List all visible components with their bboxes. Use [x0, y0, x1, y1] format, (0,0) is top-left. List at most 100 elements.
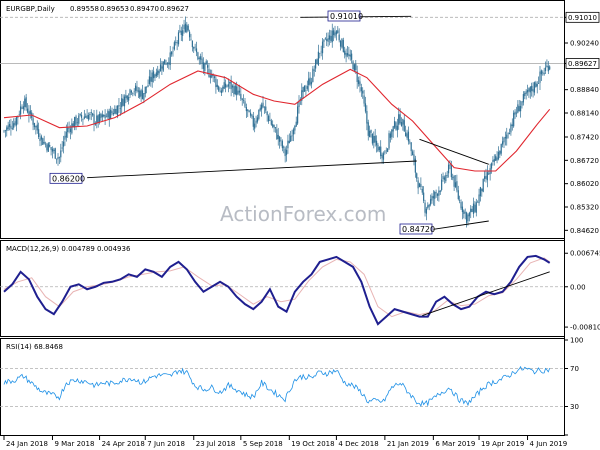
price-candle-body: [215, 78, 217, 88]
price-candle-body: [424, 202, 426, 213]
price-candle-body: [94, 123, 97, 125]
price-candle-body: [507, 133, 509, 135]
price-candle-body: [249, 112, 252, 116]
price-ytick-label: 0.88140: [570, 110, 599, 118]
price-candle-body: [378, 147, 380, 151]
price-candle-body: [308, 78, 310, 86]
price-candle-body: [103, 114, 105, 117]
price-candle-body: [152, 71, 155, 79]
price-candle-body: [335, 31, 337, 35]
price-candle-body: [421, 188, 423, 193]
price-candle-body: [352, 61, 354, 70]
price-candle-body: [479, 187, 482, 197]
price-candle-body: [24, 98, 26, 107]
price-candle-body: [114, 108, 116, 114]
price-candle-body: [255, 120, 257, 124]
x-tick-label: 6 Mar 2019: [435, 440, 475, 448]
price-candle-body: [76, 122, 79, 124]
price-candle-body: [190, 38, 192, 40]
price-candle-body: [25, 97, 27, 108]
price-candle-body: [525, 91, 527, 94]
price-candle-body: [359, 81, 361, 86]
price-ytick-label: 0.84620: [570, 227, 599, 235]
price-candle-body: [230, 80, 232, 90]
price-candle-body: [533, 82, 536, 93]
price-candle-body: [323, 39, 325, 42]
price-candle-body: [272, 124, 274, 127]
price-candle-body: [287, 140, 289, 149]
price-candle-body: [463, 210, 465, 214]
price-candle-body: [510, 124, 512, 133]
price-candle-body: [134, 85, 137, 91]
price-candle-body: [147, 85, 149, 87]
price-candle-body: [206, 65, 209, 68]
price-candle-body: [49, 144, 51, 147]
price-candle-body: [543, 72, 545, 75]
wedge-lower-trendline: [433, 220, 489, 230]
price-candle-body: [327, 38, 329, 42]
price-candle-body: [389, 133, 392, 138]
price-candle-body: [162, 61, 164, 71]
price-candle-body: [32, 118, 34, 125]
price-candle-body: [184, 23, 187, 32]
price-candle-body: [111, 111, 113, 114]
price-candle-body: [520, 105, 522, 112]
price-candle-body: [436, 193, 439, 196]
price-candle-body: [381, 154, 383, 159]
price-candle-body: [310, 81, 313, 85]
x-tick-label: 9 Mar 2018: [54, 440, 94, 448]
price-candle-body: [413, 154, 415, 161]
price-ytick-label: 0.86020: [570, 180, 599, 188]
macd-ytick-label: 0.006745: [570, 250, 600, 258]
price-candle-body: [312, 68, 314, 82]
price-candle-body: [465, 212, 468, 223]
price-candle-body: [67, 127, 69, 133]
price-candle-body: [452, 177, 454, 179]
price-candle-body: [285, 149, 288, 155]
price-candle-body: [223, 82, 225, 89]
price-candle-body: [225, 83, 227, 88]
price-candle-body: [301, 90, 303, 101]
price-candle-body: [18, 114, 20, 115]
price-candle-body: [529, 86, 531, 93]
price-candle-body: [166, 62, 169, 65]
price-candle-body: [425, 208, 428, 214]
price-candle-body: [460, 201, 462, 209]
price-candle-body: [186, 24, 188, 33]
price-candle-body: [456, 181, 458, 191]
price-candle-body: [112, 113, 115, 115]
price-candle-body: [155, 72, 157, 77]
price-candle-body: [89, 113, 91, 116]
price-ytick-label: 0.88840: [570, 86, 599, 94]
price-candle-body: [105, 116, 108, 118]
price-candle-body: [295, 121, 297, 127]
price-candle-body: [247, 109, 249, 111]
price-candle-body: [158, 70, 160, 74]
price-candle-body: [417, 180, 419, 189]
price-candle-body: [504, 136, 506, 139]
price-candle-body: [231, 85, 234, 88]
price-candle-body: [416, 173, 418, 179]
price-candle-body: [399, 114, 401, 124]
price-candle-body: [60, 150, 62, 158]
price-candle-body: [236, 86, 238, 96]
price-candle-body: [154, 74, 156, 78]
price-title: EURGBP,Daily: [6, 5, 55, 13]
price-candle-body: [85, 116, 87, 118]
price-candle-body: [429, 199, 432, 205]
price-candle-body: [86, 115, 88, 119]
price-candle-body: [515, 112, 518, 114]
annotation-high-label: 0.91010: [330, 12, 363, 21]
price-candle-body: [211, 74, 213, 78]
price-candle-body: [427, 205, 429, 208]
rsi-ytick-label: 100: [570, 337, 583, 345]
price-candle-body: [351, 53, 353, 60]
x-tick-label: 21 Jan 2019: [387, 440, 429, 448]
price-candle-body: [355, 63, 357, 71]
price-candle-body: [388, 133, 390, 149]
price-candle-body: [144, 86, 146, 94]
price-candle-body: [457, 190, 459, 200]
price-candle-body: [382, 153, 385, 160]
price-candle-body: [284, 148, 286, 157]
price-candle-body: [328, 35, 331, 40]
